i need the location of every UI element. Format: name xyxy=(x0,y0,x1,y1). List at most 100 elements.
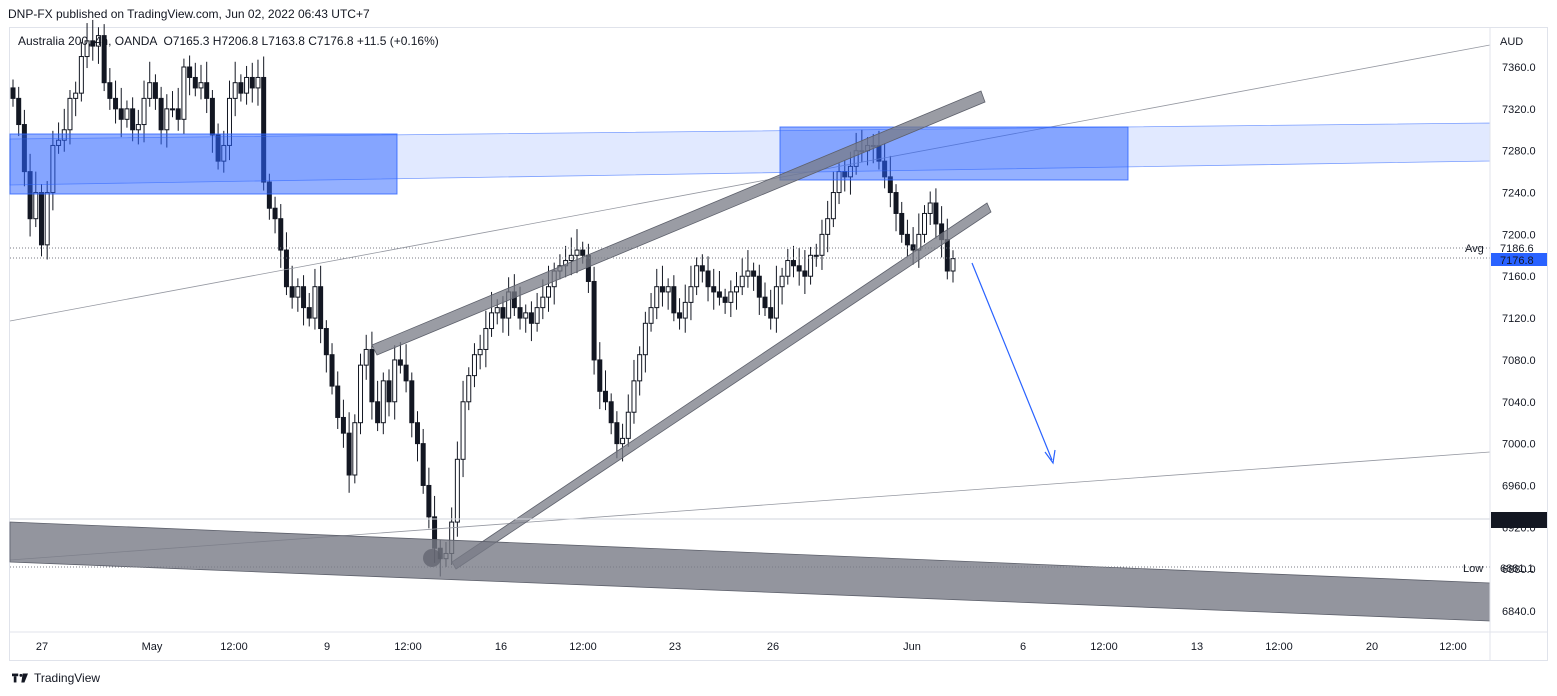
candle xyxy=(546,286,552,298)
candle xyxy=(500,307,506,319)
candle xyxy=(283,249,289,288)
candle xyxy=(471,354,477,377)
trend-line-upper xyxy=(9,44,1491,322)
candle xyxy=(762,296,768,309)
candle xyxy=(278,218,284,251)
candle xyxy=(659,286,665,293)
low-value: 6881.1 xyxy=(1500,563,1534,575)
legend-symbol: Australia 200 xyxy=(18,34,89,48)
price-tick-label: 6960.0 xyxy=(1502,480,1536,492)
price-tick-label: 7280.0 xyxy=(1502,146,1536,158)
candle xyxy=(756,275,762,298)
candle xyxy=(922,212,928,235)
candle xyxy=(170,108,176,111)
candle xyxy=(528,312,534,324)
time-tick-label: May xyxy=(142,641,163,653)
candle xyxy=(380,380,386,424)
candle xyxy=(301,286,307,309)
candle xyxy=(597,359,603,392)
candle xyxy=(688,286,694,303)
footer-brand: TradingView xyxy=(34,671,101,685)
candle xyxy=(175,108,181,120)
candle xyxy=(340,416,346,434)
candle xyxy=(118,108,124,120)
candle xyxy=(198,82,204,89)
candle xyxy=(414,422,420,445)
symbol-legend: Australia 200, 4h, OANDA O7165.3 H7206.8… xyxy=(18,34,439,48)
candle xyxy=(950,258,956,272)
box-price-value: 6926.7 xyxy=(1500,515,1534,527)
candle xyxy=(631,380,637,413)
candle xyxy=(665,286,671,293)
candle xyxy=(397,359,403,366)
candle xyxy=(802,270,808,277)
anchor-point xyxy=(423,549,441,567)
candle xyxy=(403,364,409,382)
candle xyxy=(927,202,933,214)
footer: TradingView xyxy=(12,671,100,685)
candle xyxy=(95,35,101,47)
candle xyxy=(346,432,352,476)
candle xyxy=(813,254,819,257)
candle xyxy=(699,265,705,272)
candle xyxy=(739,275,745,288)
chart-frame xyxy=(9,27,1548,661)
projection-arrow xyxy=(971,262,1053,461)
candle xyxy=(523,312,529,319)
candle xyxy=(363,348,369,366)
candle xyxy=(44,192,50,246)
time-tick-label: 13 xyxy=(1191,641,1203,653)
time-tick-label: 12:00 xyxy=(1265,641,1293,653)
candle xyxy=(187,66,193,78)
candle xyxy=(682,301,688,319)
candle xyxy=(318,286,324,330)
candle xyxy=(244,76,250,94)
candle xyxy=(78,56,84,94)
candle xyxy=(238,82,244,94)
candle xyxy=(386,380,392,403)
time-tick-label: 26 xyxy=(767,641,779,653)
candle xyxy=(289,286,295,298)
price-tick-label: 7200.0 xyxy=(1502,229,1536,241)
candle xyxy=(540,296,546,309)
candle xyxy=(84,40,90,58)
candle xyxy=(107,82,113,99)
candle xyxy=(494,307,500,314)
candle xyxy=(255,76,261,89)
candle xyxy=(745,270,751,277)
rising-wedge-upper xyxy=(371,90,986,356)
publisher-line: DNP-FX published on TradingView.com, Jun… xyxy=(8,7,370,21)
candle xyxy=(158,97,164,131)
candle xyxy=(16,97,22,126)
time-axis: 27 May 12:00 9 12:00 16 12:00 23 26 Jun 6 12:00 13 12… xyxy=(10,631,1547,653)
candle xyxy=(517,307,523,319)
candle xyxy=(312,286,318,319)
candle xyxy=(608,401,614,424)
candle xyxy=(694,265,700,288)
candle xyxy=(375,401,381,424)
candle xyxy=(130,108,136,131)
candle xyxy=(38,192,44,246)
candle xyxy=(164,108,170,131)
candle xyxy=(460,401,466,460)
price-tick-label: 7040.0 xyxy=(1502,397,1536,409)
time-tick-label: 6 xyxy=(1020,641,1026,653)
candle xyxy=(73,92,79,99)
price-tick-label: 7320.0 xyxy=(1502,104,1536,116)
candle xyxy=(819,233,825,256)
candle xyxy=(899,212,905,235)
candle xyxy=(893,192,899,214)
candle xyxy=(101,35,107,84)
candle xyxy=(904,233,910,246)
candle xyxy=(773,286,779,319)
time-tick-label: 12:00 xyxy=(220,641,248,653)
candle xyxy=(808,254,814,277)
candle xyxy=(768,307,774,319)
candle xyxy=(141,97,147,126)
candle xyxy=(734,286,740,293)
time-tick-label: 12:00 xyxy=(1439,641,1467,653)
candle xyxy=(711,286,717,293)
candle xyxy=(620,437,626,445)
price-tick-label: 6880.0 xyxy=(1502,564,1536,576)
